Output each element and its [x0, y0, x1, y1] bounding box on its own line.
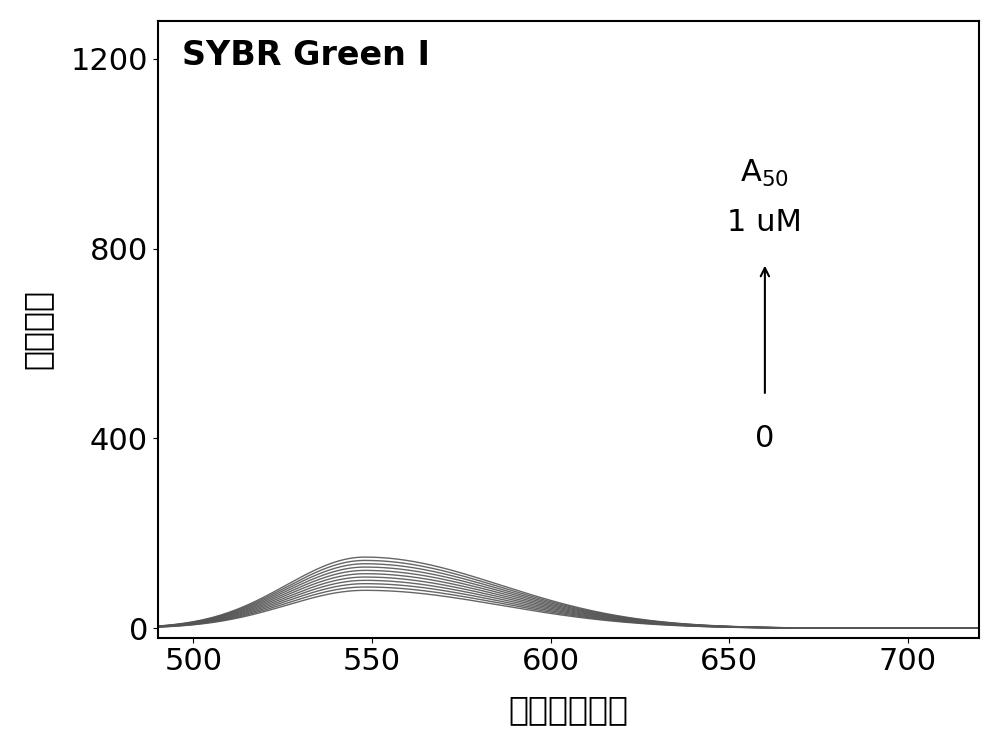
X-axis label: 波长（纳米）: 波长（纳米）	[508, 693, 628, 726]
Text: $\mathrm{A_{50}}$: $\mathrm{A_{50}}$	[740, 158, 789, 189]
Text: SYBR Green I: SYBR Green I	[182, 40, 430, 72]
Text: 1 uM: 1 uM	[727, 208, 802, 237]
Text: 0: 0	[755, 424, 775, 453]
Y-axis label: 荧光强度: 荧光强度	[21, 289, 54, 369]
